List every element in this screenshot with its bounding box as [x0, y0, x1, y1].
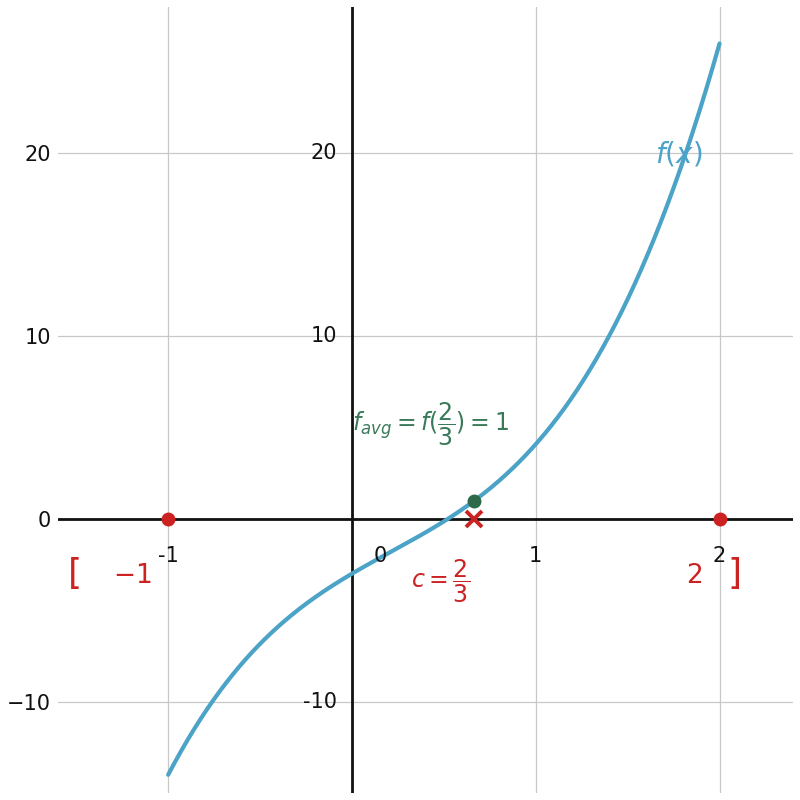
Text: 1: 1 — [529, 546, 542, 566]
Text: -10: -10 — [303, 692, 338, 712]
Text: $c=\dfrac{2}{3}$: $c=\dfrac{2}{3}$ — [410, 558, 470, 606]
Text: 10: 10 — [310, 326, 338, 346]
Text: $2$: $2$ — [686, 566, 702, 590]
Text: $f_{avg}=f(\dfrac{2}{3})=1$: $f_{avg}=f(\dfrac{2}{3})=1$ — [352, 401, 509, 448]
Text: 20: 20 — [310, 143, 338, 163]
Text: $f(x)$: $f(x)$ — [655, 139, 702, 168]
Text: -1: -1 — [158, 546, 178, 566]
Text: 0: 0 — [374, 546, 387, 566]
Text: $-1$: $-1$ — [113, 566, 151, 590]
Text: $]$: $]$ — [727, 556, 740, 592]
Text: $[$: $[$ — [67, 556, 80, 592]
Text: 2: 2 — [713, 546, 726, 566]
